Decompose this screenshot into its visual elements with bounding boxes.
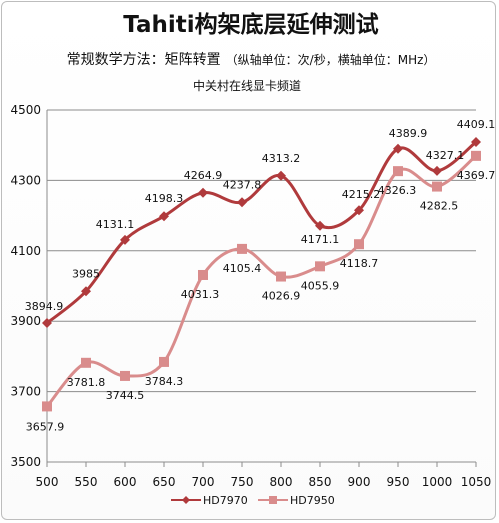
data-point-hd7970 [354, 205, 364, 216]
data-point-hd7970 [237, 197, 247, 208]
data-label-hd7970: 4313.2 [262, 152, 301, 165]
chart-source: 中关村在线显卡频道 [193, 78, 301, 93]
y-tick-label: 3900 [10, 314, 41, 328]
data-point-hd7950 [42, 401, 52, 412]
data-label-hd7970: 3985 [72, 267, 100, 280]
data-label-hd7950: 4105.4 [223, 262, 262, 275]
data-point-hd7950 [315, 261, 325, 272]
data-point-hd7950 [159, 356, 169, 367]
data-label-hd7970: 4198.3 [145, 192, 184, 205]
x-tick-label: 650 [153, 475, 176, 489]
data-label-hd7950: 4026.9 [262, 290, 301, 303]
data-point-hd7950 [120, 370, 130, 381]
x-tick-label: 750 [231, 475, 254, 489]
data-point-hd7950 [432, 181, 442, 192]
data-label-hd7950: 4031.3 [181, 288, 220, 301]
chart-subtitle-main: 常规数学方法：矩阵转置 [67, 52, 221, 68]
data-point-hd7950 [393, 166, 403, 177]
data-label-hd7970: 4215.2 [342, 188, 381, 201]
data-label-hd7970: 4409.1 [457, 118, 496, 131]
legend-marker-diamond [182, 496, 190, 504]
x-tick-label: 900 [348, 475, 371, 489]
data-point-hd7970 [159, 211, 169, 222]
chart-subtitle: 常规数学方法：矩阵转置 （纵轴单位：次/秒，横轴单位：MHz） [67, 49, 436, 68]
data-point-hd7950 [237, 243, 247, 254]
y-tick-label: 4300 [10, 173, 41, 187]
data-point-hd7970 [393, 143, 403, 154]
data-point-hd7970 [42, 317, 52, 328]
y-tick-label: 3700 [10, 385, 41, 399]
data-label-hd7950: 4118.7 [340, 257, 379, 270]
data-label-hd7950: 4369.7 [457, 169, 496, 182]
data-point-hd7950 [276, 271, 286, 282]
data-point-hd7970 [471, 136, 481, 147]
data-label-hd7950: 4055.9 [301, 279, 340, 292]
legend-item-hd7970: HD7970 [171, 494, 248, 507]
data-point-hd7970 [315, 220, 325, 231]
y-tick-label: 3500 [10, 455, 41, 469]
data-point-hd7950 [354, 239, 364, 250]
x-tick-label: 600 [114, 475, 137, 489]
series-layer [42, 136, 481, 412]
x-tick-label: 500 [36, 475, 59, 489]
data-point-hd7970 [120, 234, 130, 245]
data-point-hd7950 [471, 150, 481, 161]
legend-label-hd7950: HD7950 [290, 494, 335, 507]
data-label-hd7970: 4327.1 [426, 149, 465, 162]
data-label-hd7970: 4131.1 [96, 218, 135, 231]
legend-label-hd7970: HD7970 [203, 494, 248, 507]
x-tick-label: 950 [387, 475, 410, 489]
data-point-hd7950 [198, 269, 208, 280]
legend: HD7970 HD7950 [171, 494, 335, 507]
data-label-hd7970: 4171.1 [301, 233, 340, 246]
x-tick-label: 800 [270, 475, 293, 489]
x-tick-label: 550 [75, 475, 98, 489]
y-tick-label: 4500 [10, 103, 41, 117]
y-tick-label: 4100 [10, 244, 41, 258]
data-label-hd7950: 3657.9 [26, 420, 65, 433]
data-point-hd7970 [276, 170, 286, 181]
x-tick-label: 1000 [422, 475, 453, 489]
legend-marker-square [269, 496, 277, 504]
legend-item-hd7950: HD7950 [258, 494, 335, 507]
x-tick-label: 850 [309, 475, 332, 489]
chart-title: Tahiti构架底层延伸测试 [123, 11, 378, 38]
data-label-hd7950: 3781.8 [67, 376, 106, 389]
axes: 3500 3700 3900 4100 4300 4500 500 550 600 650 700 7… [10, 103, 491, 489]
x-tick-label: 1050 [461, 475, 492, 489]
data-label-hd7950: 4326.3 [378, 184, 417, 197]
data-label-hd7970: 4237.8 [223, 178, 262, 191]
data-point-hd7970 [432, 165, 442, 176]
data-label-hd7950: 3784.3 [145, 375, 184, 388]
data-label-hd7950: 3744.5 [106, 389, 145, 402]
data-label-hd7970: 3894.9 [25, 300, 64, 313]
data-label-hd7970: 4389.9 [389, 127, 428, 140]
x-tick-label: 700 [192, 475, 215, 489]
data-point-hd7970 [81, 286, 91, 297]
data-label-hd7970: 4264.9 [184, 169, 223, 182]
data-label-hd7950: 4282.5 [420, 200, 459, 213]
data-point-hd7950 [81, 357, 91, 368]
data-labels: 3894.9 3985 4131.1 4198.34264.94237.84313.2… [25, 118, 496, 433]
chart-subtitle-note: （纵轴单位：次/秒，横轴单位：MHz） [226, 52, 436, 67]
data-point-hd7970 [198, 187, 208, 198]
